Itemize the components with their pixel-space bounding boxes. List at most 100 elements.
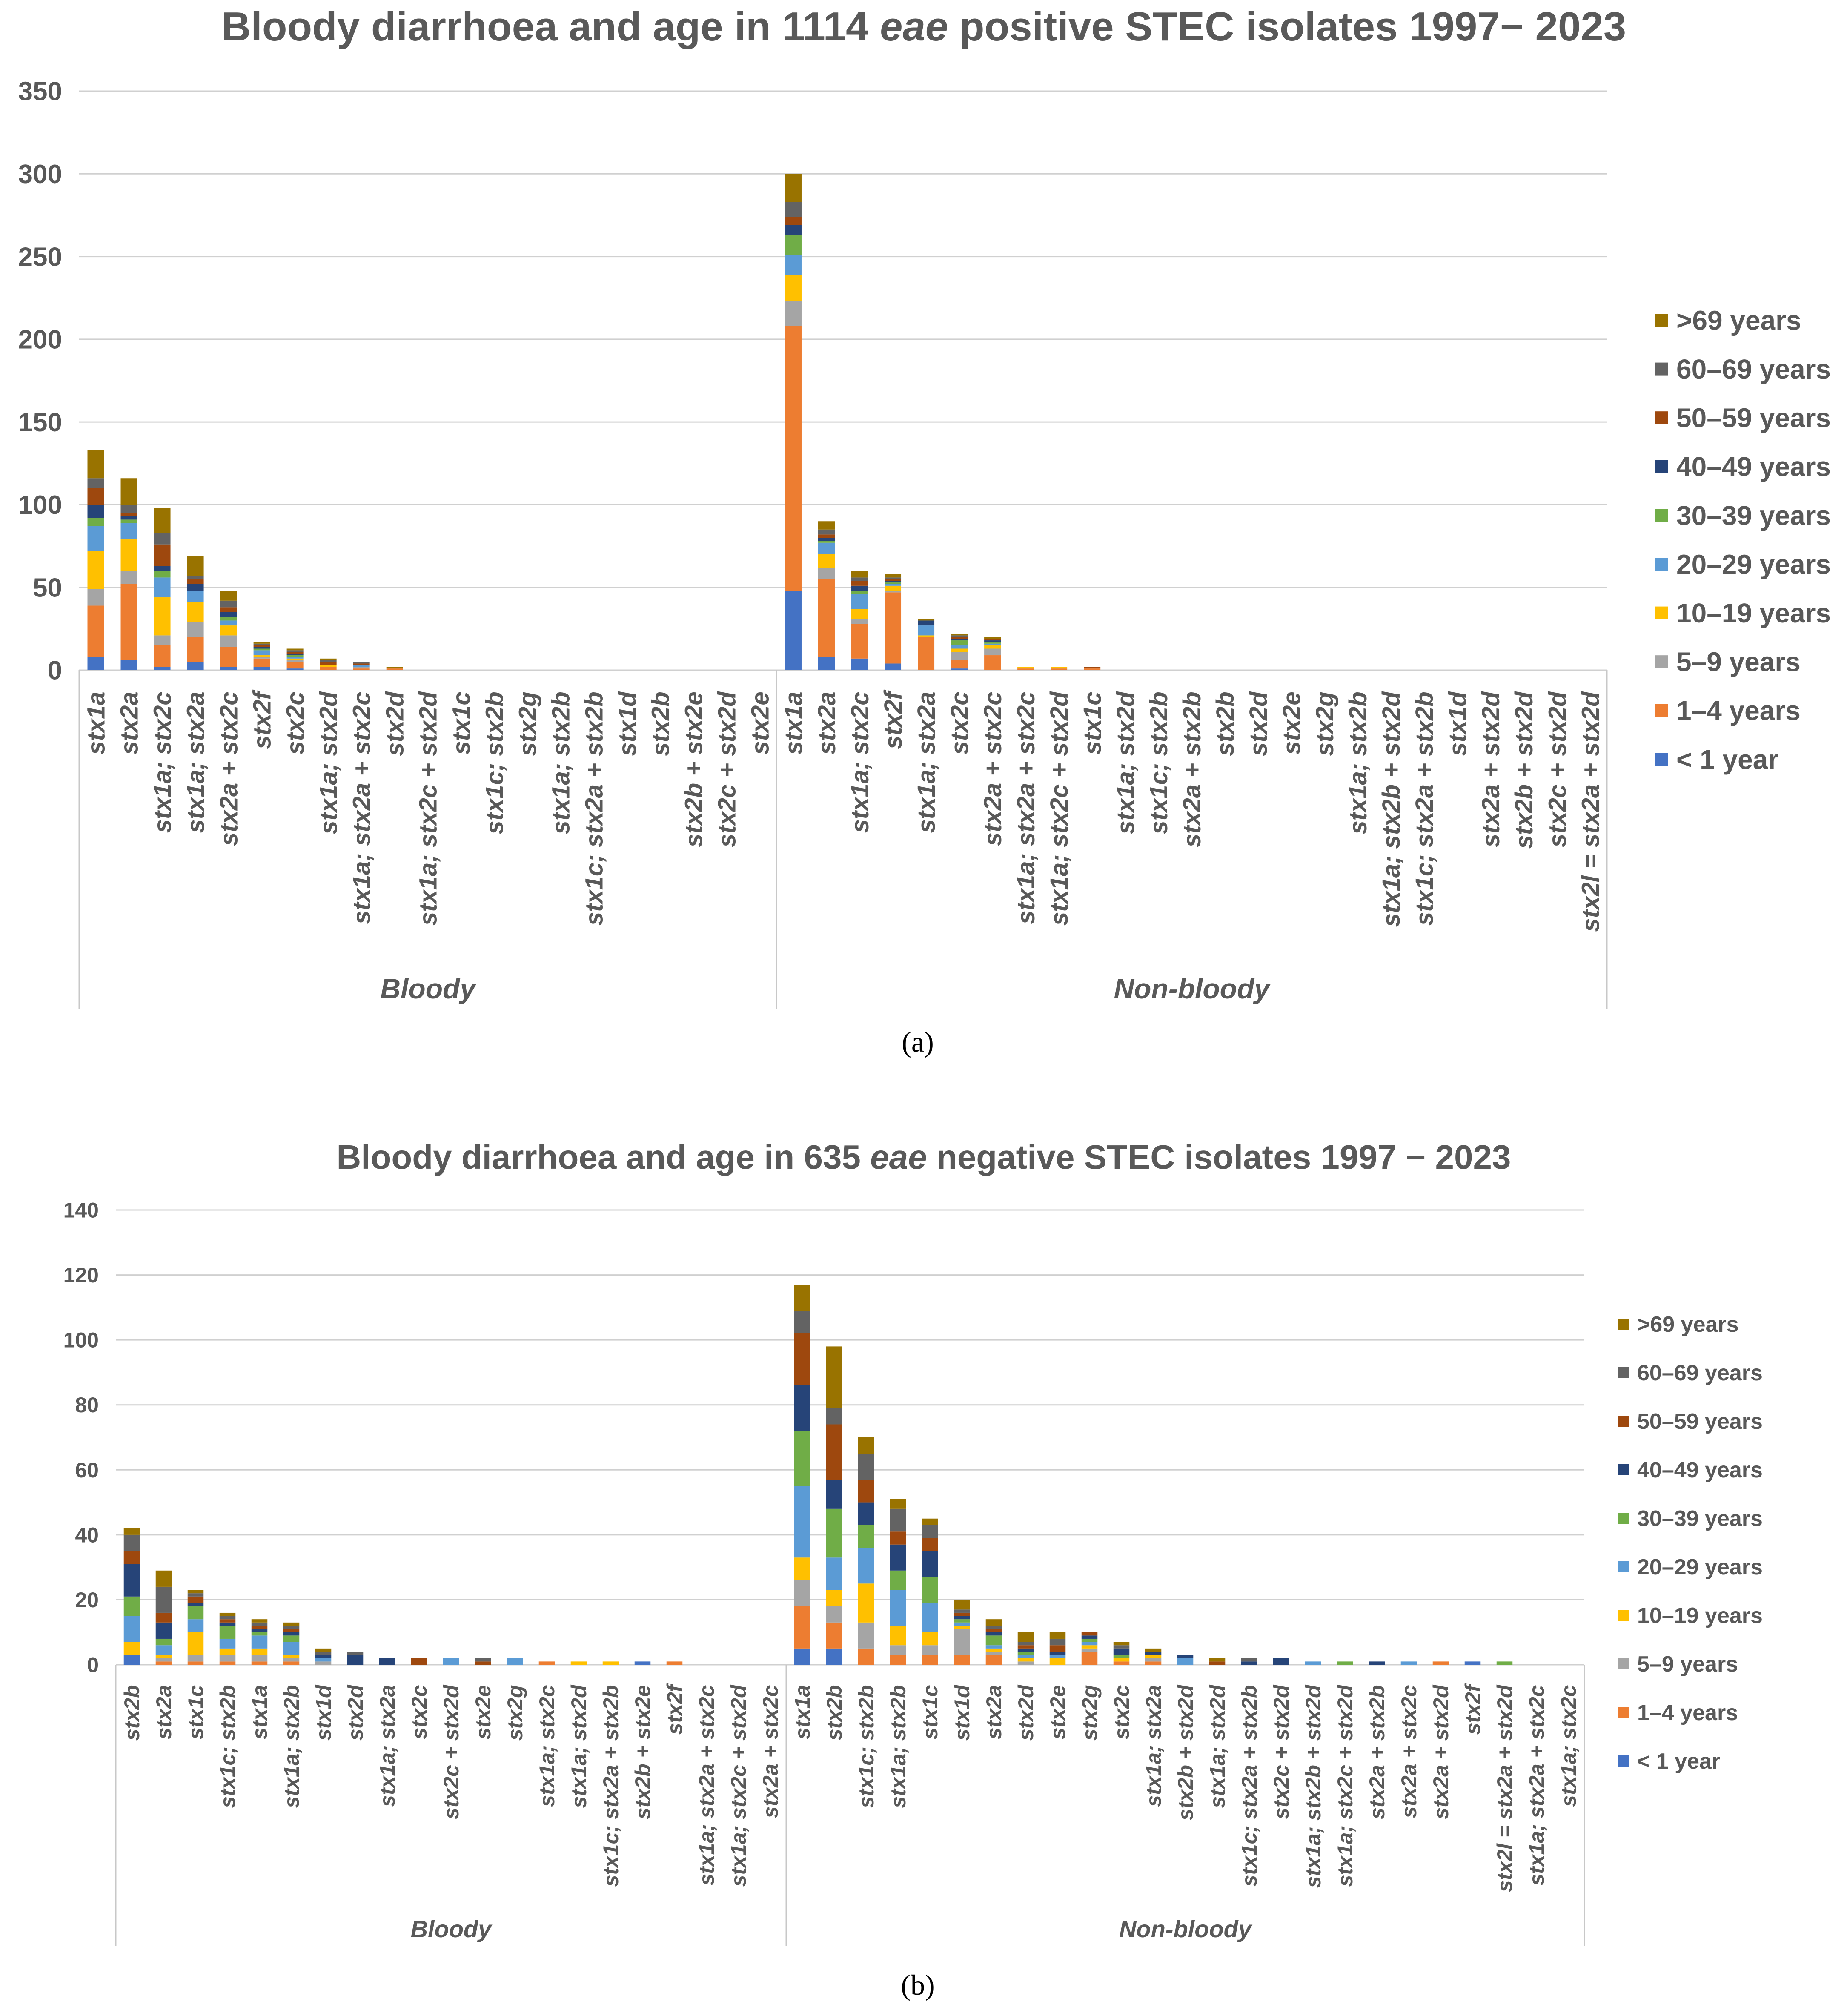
bar-segment-bloody-stx1a-stx2d-age-3	[570, 1661, 587, 1665]
bar-segment-bloody-stx1a-age-4	[251, 1635, 268, 1649]
bar-segment-non-bloody-stx2c-age-6	[951, 639, 968, 641]
y-tick-label: 120	[63, 1263, 99, 1287]
category-label: stx1a; stx2a + stx2c	[348, 691, 375, 924]
category-label: stx2f	[248, 689, 276, 749]
bar-segment-non-bloody-stx1a-stx2d-age-7	[1209, 1661, 1226, 1665]
bar-segment-non-bloody-stx2b-stx2d-age-6	[1177, 1655, 1194, 1658]
category-label: stx2a	[152, 1685, 176, 1740]
bar-segment-non-bloody-stx2e-age-3	[1049, 1658, 1066, 1665]
category-label: stx2a	[982, 1685, 1006, 1740]
bar-segment-bloody-stx2a-stx2c-age-2	[220, 635, 237, 647]
bar-segment-non-bloody-stx2b-age-9	[826, 1346, 842, 1408]
bar-segment-bloody-stx2c-age-5	[286, 655, 304, 657]
bar-segment-bloody-stx1a-stx2b-age-4	[283, 1642, 300, 1655]
bar-segment-bloody-stx2a-stx2c-age-7	[220, 607, 237, 612]
bar-segment-bloody-stx1a-age-3	[87, 551, 104, 589]
bar-segment-non-bloody-stx2g-age-6	[1081, 1635, 1098, 1639]
bar-segment-bloody-stx1c-age-6	[187, 1603, 204, 1606]
bar-segment-non-bloody-stx1c-age-6	[922, 1551, 938, 1577]
bar-segment-non-bloody-stx1a-stx2c-age-1	[851, 624, 868, 659]
bar-segment-non-bloody-stx2c-age-9	[1113, 1642, 1130, 1646]
bar-segment-bloody-stx2c-age-9	[286, 648, 304, 651]
bar-segment-non-bloody-stx1a-stx2b-age-9	[890, 1499, 906, 1509]
bar-segment-bloody-stx1d-age-9	[315, 1648, 332, 1652]
bar-segment-non-bloody-stx1a-age-0	[785, 591, 802, 670]
category-label: stx1a; stx2d	[1206, 1684, 1229, 1808]
bar-segment-non-bloody-stx1a-stx2c-stx2d-age-1	[1051, 668, 1068, 670]
bar-segment-non-bloody-stx2g-age-5	[1081, 1638, 1098, 1642]
category-label: stx2c + stx2d	[1269, 1684, 1293, 1819]
bar-segment-non-bloody-stx1a-stx2b-age-7	[890, 1531, 906, 1545]
bar-segment-bloody-stx1c-stx2a-stx2b-age-3	[602, 1661, 619, 1665]
y-tick-label: 60	[75, 1458, 99, 1482]
category-label: stx2e	[1046, 1685, 1070, 1740]
category-label: stx1a; stx2d	[567, 1684, 591, 1808]
bar-segment-bloody-stx1c-stx2b-age-4	[219, 1638, 236, 1649]
bar-segment-bloody-stx1c-stx2b-age-6	[219, 1622, 236, 1626]
bar-segment-bloody-stx2b-age-9	[123, 1528, 140, 1535]
category-label: stx1a	[248, 1685, 272, 1740]
category-label: stx1a; stx2c	[846, 691, 874, 833]
bar-segment-bloody-stx1c-stx2b-age-8	[219, 1616, 236, 1620]
bar-segment-non-bloody-stx1a-age-2	[794, 1580, 810, 1606]
category-label: stx2c + stx2d	[439, 1684, 463, 1819]
bar-segment-bloody-stx1a-stx2d-age-9	[320, 658, 337, 660]
bar-segment-non-bloody-stx2b-age-6	[826, 1480, 842, 1509]
bar-segment-bloody-stx1a-age-5	[87, 518, 104, 526]
category-label: stx1a; stx2b + stx2d	[1301, 1684, 1325, 1888]
category-label: stx1a; stx2a	[913, 691, 940, 833]
category-label: stx1c; stx2b	[854, 1685, 878, 1808]
category-label: stx2d	[1245, 691, 1272, 756]
bar-segment-bloody-stx2a-stx2c-age-8	[220, 600, 237, 608]
bar-segment-non-bloody-stx2b-age-5	[826, 1508, 842, 1558]
category-label: stx2a + stx2b	[1365, 1685, 1389, 1819]
category-label: stx2c	[407, 1685, 431, 1739]
category-label: stx2b + stx2e	[680, 691, 708, 847]
bar-segment-non-bloody-stx2e-age-7	[1049, 1645, 1066, 1652]
category-label: stx1a; stx2a	[1142, 1685, 1165, 1807]
category-label: stx1a	[82, 691, 110, 754]
group-label-non-bloody: Non-bloody	[1119, 1916, 1253, 1942]
legend-swatch	[1618, 1464, 1629, 1475]
bar-segment-non-bloody-stx1d-age-7	[954, 1612, 970, 1616]
bar-segment-bloody-stx2f-age-4	[253, 650, 270, 656]
bar-segment-non-bloody-stx1a-age-9	[794, 1285, 810, 1311]
bar-segment-bloody-stx1a-stx2b-age-1	[283, 1661, 300, 1665]
bar-segment-non-bloody-stx1a-stx2c-age-7	[851, 581, 868, 586]
legend-entry: >69 years	[1676, 305, 1801, 336]
bar-segment-bloody-stx2a-age-8	[155, 1586, 172, 1613]
bar-segment-bloody-stx1a-stx2a-age-2	[187, 622, 204, 637]
category-label: stx1a; stx2b	[280, 1685, 304, 1808]
bar-segment-non-bloody-stx1c-age-1	[1084, 668, 1101, 670]
bar-segment-bloody-stx2c-age-0	[286, 668, 304, 670]
y-tick-label: 200	[18, 325, 62, 355]
bar-segment-bloody-stx2f-age-8	[253, 643, 270, 645]
bar-segment-bloody-stx1a-stx2b-age-2	[283, 1658, 300, 1662]
group-label-bloody: Bloody	[380, 973, 477, 1004]
bar-segment-bloody-stx1a-stx2a-age-0	[187, 662, 204, 670]
bar-segment-non-bloody-stx2f-age-4	[885, 584, 902, 586]
legend-swatch	[1618, 1416, 1629, 1427]
bar-segment-bloody-stx2e-age-7	[475, 1661, 491, 1665]
bar-segment-bloody-stx2a-stx2c-age-0	[220, 667, 237, 670]
bar-segment-bloody-stx1a-stx2c-age-3	[154, 597, 171, 636]
bar-segment-non-bloody-stx1c-age-9	[922, 1518, 938, 1525]
bar-segment-non-bloody-stx2c-age-5	[951, 640, 968, 645]
category-label: stx1a; stx2a + stx2c	[1012, 691, 1040, 924]
category-label: stx1a; stx2a + stx2c	[695, 1685, 719, 1885]
bar-segment-non-bloody-stx1a-stx2c-age-0	[851, 658, 868, 670]
category-label: stx2e	[471, 1685, 495, 1740]
bar-segment-bloody-stx1a-stx2b-age-5	[283, 1635, 300, 1642]
bar-segment-non-bloody-stx2b-age-7	[826, 1424, 842, 1480]
y-tick-label: 50	[33, 573, 62, 602]
bar-segment-non-bloody-stx2a-age-5	[985, 1635, 1002, 1646]
bar-segment-non-bloody-stx2g-age-2	[1081, 1648, 1098, 1652]
category-label: stx1d	[614, 691, 641, 756]
category-label: stx2b	[647, 691, 675, 756]
bar-segment-bloody-stx2a-age-3	[120, 539, 137, 571]
category-label: stx1a; stx2a	[375, 1685, 399, 1807]
legend-entry: < 1 year	[1676, 744, 1778, 775]
category-label: stx2a	[115, 691, 143, 754]
bar-segment-non-bloody-stx2d-age-4	[1017, 1655, 1034, 1658]
bar-segment-bloody-stx1a-stx2c-age-5	[154, 571, 171, 578]
